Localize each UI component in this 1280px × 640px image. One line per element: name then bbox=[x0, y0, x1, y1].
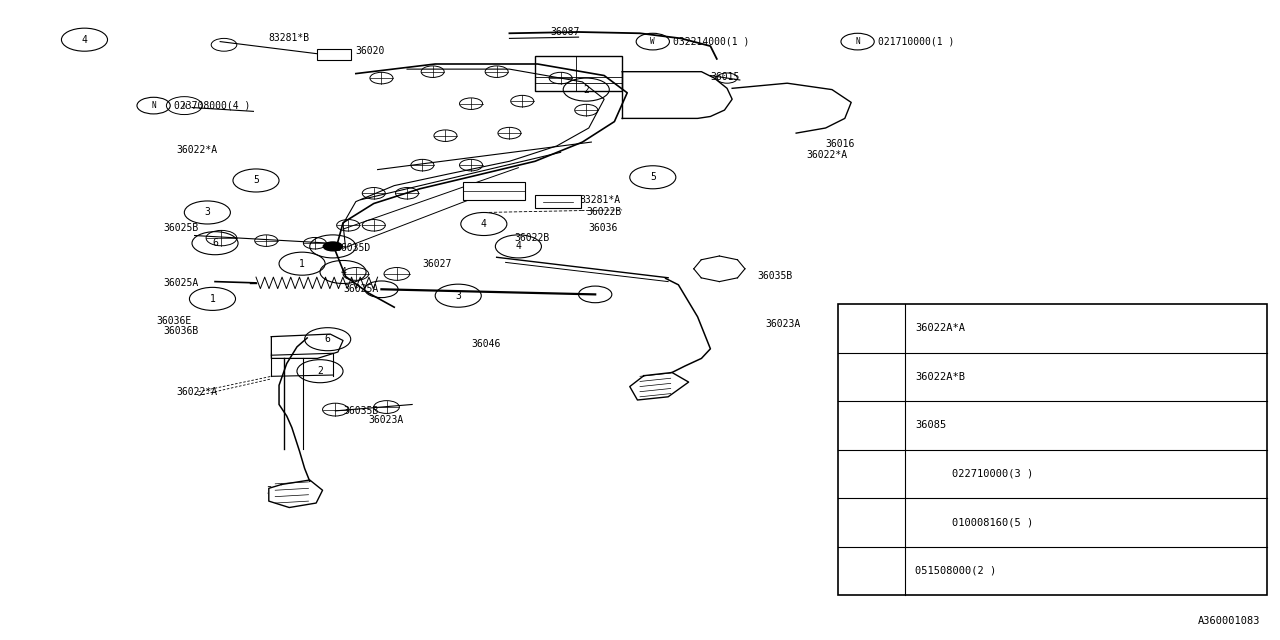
Text: 022710000(3 ): 022710000(3 ) bbox=[952, 469, 1033, 479]
Text: 010008160(5 ): 010008160(5 ) bbox=[952, 517, 1033, 527]
Polygon shape bbox=[269, 480, 323, 508]
Text: 36022A*B: 36022A*B bbox=[915, 372, 965, 382]
Text: 032214000(1 ): 032214000(1 ) bbox=[673, 36, 750, 47]
Text: 4: 4 bbox=[869, 469, 874, 479]
Text: 023708000(4 ): 023708000(4 ) bbox=[174, 100, 251, 111]
Text: 36025A: 36025A bbox=[164, 278, 200, 288]
Text: N: N bbox=[151, 101, 156, 110]
Text: 36022*A: 36022*A bbox=[177, 145, 218, 156]
Text: 36036: 36036 bbox=[589, 223, 618, 234]
Text: 36025A: 36025A bbox=[343, 284, 379, 294]
Text: 4: 4 bbox=[516, 241, 521, 252]
FancyBboxPatch shape bbox=[463, 182, 525, 200]
Text: 5: 5 bbox=[253, 175, 259, 186]
Text: 36022*A: 36022*A bbox=[177, 387, 218, 397]
Text: 36015: 36015 bbox=[266, 486, 296, 496]
Text: 6: 6 bbox=[212, 238, 218, 248]
Circle shape bbox=[323, 241, 343, 252]
Text: 3: 3 bbox=[205, 207, 210, 218]
Text: 83311: 83311 bbox=[497, 185, 526, 195]
Text: 021710000(1 ): 021710000(1 ) bbox=[878, 36, 955, 47]
Text: 36027: 36027 bbox=[422, 259, 452, 269]
Text: W: W bbox=[650, 37, 655, 46]
Text: 5: 5 bbox=[869, 517, 874, 527]
Text: 3: 3 bbox=[869, 420, 874, 430]
Text: 36085: 36085 bbox=[915, 420, 946, 430]
Text: 2: 2 bbox=[317, 366, 323, 376]
Polygon shape bbox=[271, 334, 343, 358]
Text: B: B bbox=[929, 518, 934, 527]
Text: 4: 4 bbox=[481, 219, 486, 229]
Text: 36046: 36046 bbox=[471, 339, 500, 349]
Text: 36023A: 36023A bbox=[369, 415, 404, 426]
FancyBboxPatch shape bbox=[535, 56, 622, 91]
Text: 36025B: 36025B bbox=[164, 223, 200, 234]
Text: A360001083: A360001083 bbox=[1198, 616, 1261, 626]
Text: N: N bbox=[929, 469, 934, 478]
Text: 3: 3 bbox=[456, 291, 461, 301]
Text: 6: 6 bbox=[869, 566, 874, 576]
Text: 1: 1 bbox=[300, 259, 305, 269]
Text: N: N bbox=[855, 37, 860, 46]
Text: 36035B: 36035B bbox=[343, 406, 379, 416]
Text: 36087: 36087 bbox=[550, 27, 580, 37]
Text: 36035B: 36035B bbox=[758, 271, 794, 282]
Text: 36016: 36016 bbox=[826, 139, 855, 149]
Text: 2: 2 bbox=[869, 372, 874, 382]
Text: 36022*A: 36022*A bbox=[806, 150, 847, 160]
Text: 36020: 36020 bbox=[356, 46, 385, 56]
Text: 4: 4 bbox=[340, 267, 346, 277]
Text: 4: 4 bbox=[82, 35, 87, 45]
Text: 1: 1 bbox=[210, 294, 215, 304]
Text: 83281*A: 83281*A bbox=[580, 195, 621, 205]
Text: 6: 6 bbox=[325, 334, 330, 344]
Text: N: N bbox=[182, 102, 187, 109]
Text: 051508000(2 ): 051508000(2 ) bbox=[915, 566, 996, 576]
Text: 36015: 36015 bbox=[710, 72, 740, 82]
Text: 36022B: 36022B bbox=[515, 233, 550, 243]
FancyBboxPatch shape bbox=[317, 49, 351, 60]
Text: 83281*B: 83281*B bbox=[269, 33, 310, 44]
FancyBboxPatch shape bbox=[535, 195, 581, 208]
FancyBboxPatch shape bbox=[838, 304, 1267, 595]
Text: 36035D: 36035D bbox=[335, 243, 371, 253]
Text: 5: 5 bbox=[650, 172, 655, 182]
Text: 36013: 36013 bbox=[650, 380, 680, 390]
Text: 36022A*A: 36022A*A bbox=[915, 323, 965, 333]
Text: 36036E: 36036E bbox=[156, 316, 192, 326]
Text: 2: 2 bbox=[584, 84, 589, 95]
Text: 1: 1 bbox=[869, 323, 874, 333]
Text: 36023A: 36023A bbox=[765, 319, 801, 330]
Polygon shape bbox=[630, 372, 689, 400]
Text: 36036B: 36036B bbox=[164, 326, 200, 336]
Text: 36022B: 36022B bbox=[586, 207, 622, 218]
